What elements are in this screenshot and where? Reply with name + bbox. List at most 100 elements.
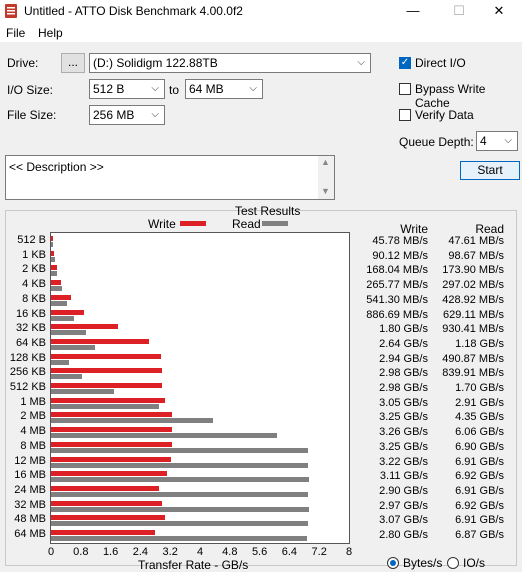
read-bar (51, 271, 58, 277)
write-bar (51, 441, 173, 447)
description-scrollbar[interactable]: ▲ ▼ (318, 156, 334, 199)
verify-data-label: Verify Data (415, 108, 474, 122)
bypass-write-cache-label: Bypass Write Cache (415, 82, 486, 110)
write-bar (51, 427, 173, 433)
category-label: 256 KB (9, 366, 46, 379)
write-value: 2.98 GB/s (379, 367, 428, 380)
read-bar (51, 462, 309, 468)
category-label: 1 KB (22, 248, 46, 261)
x-tick-label: 7.2 (311, 546, 327, 558)
read-bar (51, 447, 309, 453)
read-value: 629.11 MB/s (443, 308, 504, 321)
read-bar (51, 256, 55, 262)
write-value: 2.80 GB/s (379, 529, 428, 541)
menu-bar: File Help (0, 22, 522, 42)
write-bar (51, 456, 171, 462)
read-value: 297.02 MB/s (442, 279, 504, 292)
write-value: 168.04 MB/s (366, 264, 428, 277)
x-tick-label: 6.4 (281, 546, 298, 558)
write-value: 3.26 GB/s (379, 426, 428, 439)
read-bar (51, 242, 53, 247)
write-bar (51, 294, 72, 300)
io-per-second-radio[interactable] (447, 557, 459, 569)
read-value: 428.92 MB/s (442, 293, 504, 306)
minimize-button[interactable]: — (406, 3, 420, 18)
bypass-write-cache-checkbox[interactable] (399, 83, 411, 95)
read-value: 6.91 GB/s (455, 514, 504, 527)
read-bar (51, 521, 309, 527)
read-value: 173.90 MB/s (442, 264, 504, 277)
write-bar (51, 265, 58, 271)
read-value: 6.91 GB/s (455, 484, 504, 497)
chevron-down-icon: ⌵ (357, 57, 365, 68)
scroll-down-icon[interactable]: ▼ (321, 186, 330, 196)
legend-write-swatch (180, 221, 206, 226)
read-bar (51, 403, 160, 409)
write-bar (51, 412, 173, 418)
chevron-down-icon: ⌵ (151, 83, 159, 94)
write-value: 45.78 MB/s (372, 235, 428, 247)
read-value: 4.35 GB/s (455, 411, 504, 424)
description-field[interactable]: << Description >> ▲ ▼ (5, 155, 335, 200)
bytes-per-second-radio[interactable] (387, 557, 399, 569)
x-tick-label: 1.6 (102, 546, 119, 558)
read-value: 1.70 GB/s (455, 382, 504, 394)
read-bar (51, 374, 83, 380)
chevron-down-icon: ⌵ (504, 135, 512, 146)
read-column-header: Read (475, 222, 504, 236)
legend-read-swatch (262, 221, 288, 226)
drive-label: Drive: (7, 56, 39, 70)
read-bar (51, 433, 277, 439)
direct-io-checkbox[interactable]: ✓ (399, 57, 411, 69)
category-label: 8 MB (20, 439, 46, 452)
browse-button[interactable]: ... (61, 53, 85, 73)
write-bar (51, 471, 167, 477)
start-button[interactable]: Start (460, 161, 520, 180)
category-label: 2 MB (20, 410, 46, 423)
read-value: 6.92 GB/s (455, 499, 504, 512)
close-button[interactable]: ✕ (493, 3, 505, 18)
category-label: 4 MB (20, 425, 46, 438)
write-bar (51, 250, 55, 256)
queue-depth-select[interactable]: 4 ⌵ (476, 131, 518, 151)
io-size-from-select[interactable]: 512 B ⌵ (89, 79, 165, 99)
category-label: 8 KB (22, 292, 46, 305)
io-size-to-select[interactable]: 64 MB ⌵ (185, 79, 263, 99)
write-value: 2.98 GB/s (379, 382, 428, 394)
io-size-from-value: 512 B (93, 82, 125, 96)
menu-file[interactable]: File (6, 26, 26, 40)
read-value: 6.06 GB/s (455, 426, 504, 439)
write-bar (51, 485, 160, 491)
write-bar (51, 280, 61, 286)
menu-help[interactable]: Help (38, 26, 63, 40)
read-value: 2.91 GB/s (455, 396, 504, 409)
legend-read-label: Read (232, 217, 261, 231)
title-bar: Untitled - ATTO Disk Benchmark 4.00.0f2 … (0, 0, 522, 22)
read-value: 839.91 MB/s (442, 367, 504, 380)
read-bar (51, 330, 86, 336)
read-value: 6.91 GB/s (455, 455, 504, 468)
scroll-up-icon[interactable]: ▲ (321, 157, 330, 167)
drive-select[interactable]: (D:) Solidigm 122.88TB ⌵ (89, 53, 371, 73)
write-value: 2.90 GB/s (379, 484, 428, 497)
x-tick-label: 4 (196, 546, 204, 558)
category-label: 2 KB (22, 263, 46, 276)
direct-io-label: Direct I/O (415, 56, 466, 70)
write-bar (51, 338, 150, 344)
maximize-button[interactable]: ☐ (453, 3, 465, 18)
window-title: Untitled - ATTO Disk Benchmark 4.00.0f2 (24, 4, 243, 18)
read-bar (51, 359, 70, 365)
write-value: 2.94 GB/s (379, 352, 428, 365)
read-bar (51, 286, 63, 292)
category-label: 12 MB (14, 454, 46, 467)
verify-data-checkbox[interactable] (399, 109, 411, 121)
write-bar (51, 500, 162, 506)
read-bar (51, 300, 67, 306)
write-value: 3.07 GB/s (379, 514, 428, 527)
write-bar (51, 353, 161, 359)
drive-value: (D:) Solidigm 122.88TB (93, 56, 218, 70)
write-value: 3.05 GB/s (379, 396, 428, 409)
x-tick-label: 0 (47, 546, 55, 558)
file-size-select[interactable]: 256 MB ⌵ (89, 105, 165, 125)
results-title: Test Results (235, 204, 301, 218)
